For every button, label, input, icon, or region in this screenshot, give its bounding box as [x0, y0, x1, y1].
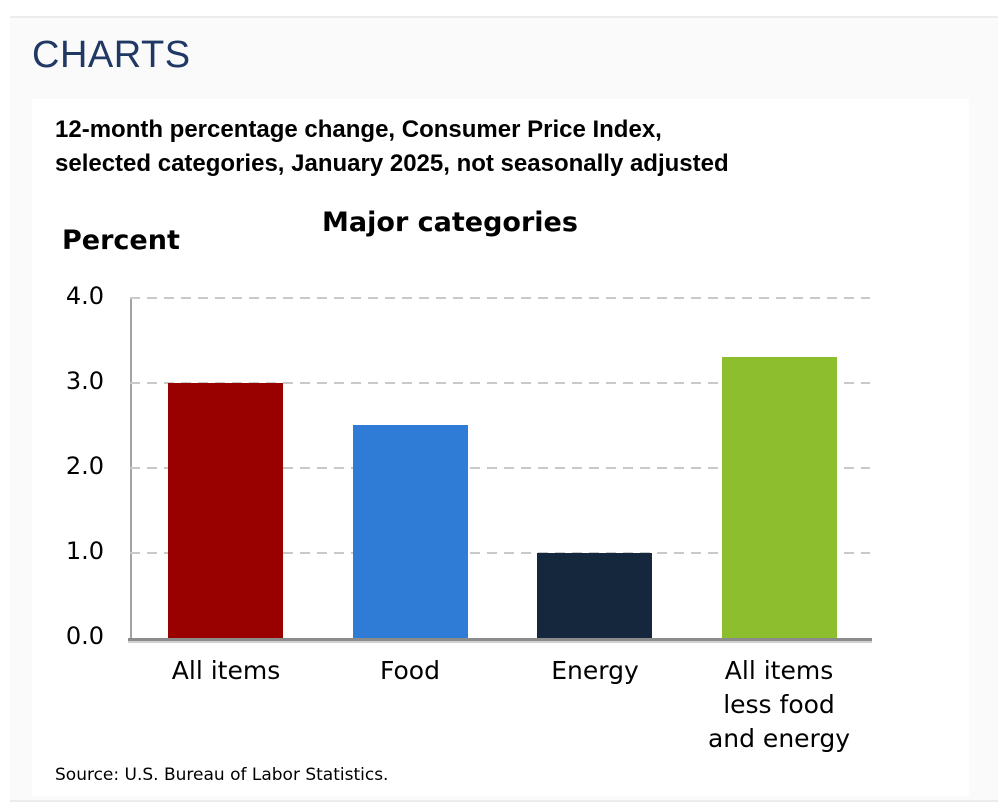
- x-tick-label-line: All items: [171, 656, 281, 685]
- x-tick-label-line: Energy: [551, 656, 639, 685]
- chart-title-line-2: selected categories, January 2025, not s…: [55, 150, 729, 177]
- source-note: Source: U.S. Bureau of Labor Statistics.: [55, 765, 389, 785]
- bar-all-items: [168, 383, 283, 638]
- page-title: CHARTS: [32, 34, 191, 76]
- gridline-2.0: [130, 467, 870, 469]
- y-axis-title: Percent: [62, 225, 180, 256]
- y-tick-label-0.0: 0.0: [65, 622, 104, 650]
- chart-title: 12-month percentage change, Consumer Pri…: [55, 113, 729, 181]
- chart-subtitle: Major categories: [322, 207, 578, 238]
- chart-title-line-1: 12-month percentage change, Consumer Pri…: [55, 116, 662, 143]
- y-tick-label-1.0: 1.0: [65, 537, 104, 565]
- x-tick-label-line: All items: [724, 656, 834, 685]
- x-tick-label-all-items-less-food-and-energy: All items less food and energy: [669, 654, 889, 756]
- gridline-4.0: [130, 297, 870, 299]
- x-tick-label-all-items: All items: [116, 654, 336, 688]
- x-tick-label-line: less food: [723, 690, 835, 719]
- y-tick-label-2.0: 2.0: [65, 452, 104, 480]
- gridline-1.0: [130, 552, 870, 554]
- x-axis-line: [128, 638, 872, 641]
- x-tick-label-line: Food: [380, 656, 440, 685]
- bar-energy: [537, 553, 652, 638]
- x-tick-label-energy: Energy: [485, 654, 705, 688]
- bar-all-items-less-food-and-energy: [722, 357, 837, 638]
- y-tick-label-4.0: 4.0: [65, 282, 104, 310]
- gridline-3.0: [130, 382, 870, 384]
- page-panel: CHARTS 12-month percentage change, Consu…: [10, 16, 998, 802]
- bar-food: [353, 425, 468, 638]
- plot-area: [128, 297, 872, 641]
- y-tick-label-3.0: 3.0: [65, 367, 104, 395]
- x-tick-label-line: and energy: [707, 724, 851, 753]
- chart-card: 12-month percentage change, Consumer Pri…: [32, 99, 969, 796]
- x-tick-label-food: Food: [300, 654, 520, 688]
